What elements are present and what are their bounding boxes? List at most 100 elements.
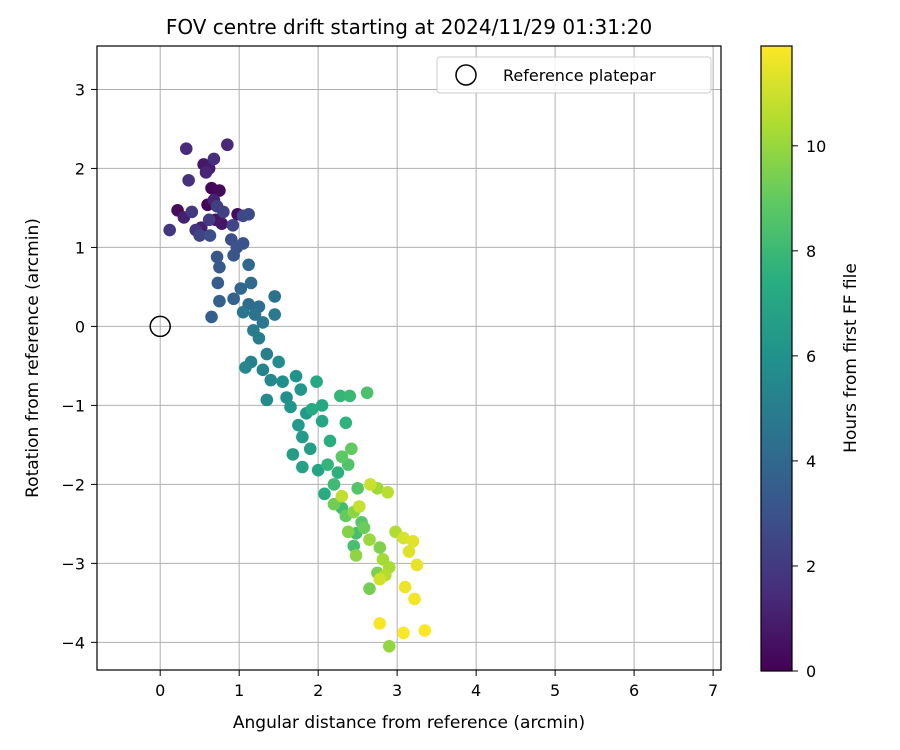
- scatter-point: [284, 400, 297, 414]
- scatter-point: [260, 347, 274, 361]
- scatter-point: [256, 316, 270, 329]
- y-tick-label: 0: [75, 317, 85, 336]
- reference-platepar-marker: [149, 315, 171, 338]
- scatter-point: [303, 442, 317, 456]
- scatter-point: [234, 282, 248, 295]
- scatter-point: [345, 442, 358, 456]
- scatter-point: [213, 184, 226, 197]
- scatter-point: [349, 549, 363, 562]
- x-tick-label: 0: [155, 681, 165, 700]
- scatter-point: [360, 386, 374, 400]
- y-tick-label: 2: [75, 159, 85, 178]
- scatter-point: [339, 416, 353, 430]
- scatter-point: [310, 375, 323, 388]
- scatter-point: [333, 389, 347, 403]
- scatter-point: [221, 138, 234, 152]
- scatter-point: [343, 389, 357, 403]
- scatter-point: [260, 393, 274, 407]
- scatter-point: [227, 249, 240, 262]
- y-tick-label: 1: [75, 238, 85, 257]
- scatter-point: [252, 331, 266, 345]
- colorbar-ticks: 0 2 4 6 8 10: [792, 137, 826, 681]
- grid-lines: [97, 46, 721, 670]
- x-tick-label: 6: [629, 681, 639, 700]
- scatter-point: [397, 626, 410, 640]
- scatter-point: [226, 219, 240, 232]
- y-tick-label: 3: [75, 80, 85, 99]
- scatter-point: [213, 260, 226, 274]
- scatter-point: [373, 541, 387, 554]
- scatter-point: [363, 478, 377, 491]
- scatter-point: [217, 205, 230, 219]
- x-tick-label: 5: [550, 681, 560, 700]
- scatter-point: [347, 539, 361, 553]
- scatter-point: [272, 355, 285, 369]
- scatter-point: [398, 580, 412, 594]
- plot-frame: [96, 45, 722, 671]
- y-tick-label: −1: [61, 396, 85, 415]
- scatter-point: [205, 310, 218, 324]
- scatter-point: [286, 448, 300, 461]
- scatter-point: [335, 489, 349, 503]
- scatter-point: [294, 383, 308, 396]
- scatter-point: [408, 592, 421, 606]
- scatter-point: [179, 142, 193, 155]
- scatter-point: [199, 166, 213, 179]
- scatter-point: [418, 624, 432, 637]
- colorbar-tick-label: 2: [806, 557, 816, 576]
- x-axis-ticks: 0 1 2 3 4 5 6 7: [155, 670, 718, 700]
- scatter-point: [207, 152, 221, 166]
- scatter-point: [227, 292, 240, 306]
- colorbar-tick-label: 10: [806, 137, 826, 156]
- colorbar-tick-label: 6: [806, 347, 816, 366]
- scatter-point: [163, 223, 176, 237]
- scatter-point: [321, 458, 334, 471]
- scatter-point: [242, 207, 255, 221]
- scatter-point: [311, 463, 325, 477]
- colorbar-tick-label: 4: [806, 452, 816, 471]
- colorbar-gradient: [760, 45, 793, 672]
- x-tick-label: 2: [313, 681, 323, 700]
- scatter-point: [242, 258, 255, 272]
- scatter-point: [335, 450, 349, 464]
- scatter-point: [268, 290, 282, 303]
- scatter-point: [268, 308, 282, 321]
- scatter-point: [213, 294, 226, 308]
- scatter-point: [352, 500, 366, 513]
- scatter-point: [248, 308, 262, 321]
- x-tick-label: 4: [471, 681, 481, 700]
- scatter-point: [215, 217, 229, 231]
- y-tick-label: −3: [61, 554, 85, 573]
- y-tick-label: −4: [61, 633, 85, 652]
- chart-title: FOV centre drift starting at 2024/11/29 …: [166, 15, 652, 39]
- scatter-point: [373, 572, 387, 586]
- x-tick-label: 3: [392, 681, 402, 700]
- scatter-point: [357, 521, 371, 535]
- scatter-point: [296, 460, 309, 474]
- scatter-point: [305, 403, 319, 416]
- colorbar-tick-label: 8: [806, 242, 816, 261]
- scatter-point: [323, 434, 337, 448]
- scatter-point: [211, 276, 225, 290]
- scatter-point: [410, 558, 424, 572]
- scatter-point: [244, 276, 258, 290]
- scatter-point: [185, 205, 199, 219]
- colorbar-label: Hours from first FF file: [841, 263, 861, 453]
- scatter-point: [381, 485, 394, 499]
- data-points: [163, 138, 432, 653]
- scatter-point: [239, 361, 252, 374]
- scatter-point: [210, 250, 224, 264]
- scatter-point: [402, 545, 416, 558]
- scatter-point: [327, 478, 341, 491]
- scatter-point: [202, 213, 216, 227]
- scatter-point: [331, 466, 345, 479]
- legend-entry-label: Reference platepar: [503, 66, 656, 85]
- x-axis-label: Angular distance from reference (arcmin): [233, 713, 585, 733]
- scatter-point: [363, 582, 376, 595]
- scatter-point: [318, 487, 331, 501]
- y-axis-ticks: 3 2 1 0 −1 −2 −3 −4: [61, 80, 97, 652]
- colorbar-tick-label: 0: [806, 662, 816, 681]
- y-tick-label: −2: [61, 475, 85, 494]
- scatter-point: [382, 640, 396, 653]
- scatter-point: [236, 305, 250, 319]
